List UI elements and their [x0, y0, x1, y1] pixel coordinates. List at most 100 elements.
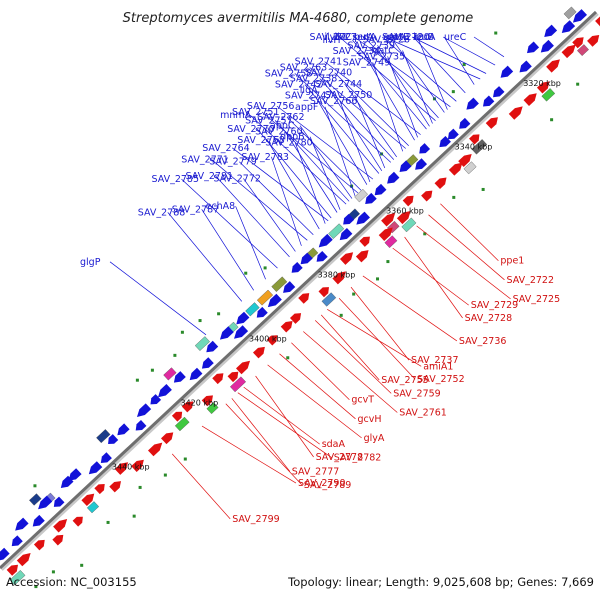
forward-gene-label: SAV_2762: [257, 112, 305, 123]
forward-gene-label-leader: [294, 142, 326, 224]
forward-gene-label: SAV_2771: [181, 154, 229, 165]
forward-gene-label: ilvC: [335, 32, 353, 43]
reverse-gene-arrow: [402, 195, 414, 207]
forward-gene-arrow: [201, 357, 214, 369]
marker-dot: [198, 319, 202, 323]
forward-gene-arrow: [68, 468, 82, 481]
marker-dot: [550, 118, 554, 122]
forward-gene-label-leader: [473, 36, 505, 58]
reverse-gene-arrow: [523, 93, 537, 107]
marker-dot: [173, 353, 177, 357]
reverse-gene-label: SAV_2729: [471, 300, 519, 311]
forward-gene-arrow: [316, 250, 328, 262]
marker-dot: [180, 330, 184, 334]
kbp-tick-label: 3400 kbp: [249, 335, 287, 344]
kbp-tick-label: 3320 kbp: [523, 79, 561, 88]
map-title: Streptomyces avermitilis MA-4680, comple…: [123, 11, 474, 26]
reverse-gene-arrow: [72, 516, 83, 527]
forward-gene-label-leader: [339, 100, 371, 183]
forward-gene-label-leader: [372, 62, 404, 152]
forward-gene-label: SAV_2780: [265, 138, 313, 149]
forward-gene-label: SAV_2750: [325, 90, 373, 101]
forward-gene-label: SAV_2785: [152, 174, 200, 185]
reverse-gene-label: SAV_2725: [513, 294, 561, 305]
forward-gene-arrow: [15, 517, 29, 531]
marker-dot: [452, 195, 456, 199]
forward-gene-arrow: [374, 183, 387, 196]
forward-gene-label: SAV_2726: [362, 34, 410, 45]
forward-gene-label: SAV_2741: [295, 57, 343, 68]
reverse-gene-arrow: [280, 321, 293, 333]
forward-gene-label-leader: [201, 209, 254, 291]
forward-gene-arrow: [234, 325, 249, 339]
reverse-gene-arrow: [572, 37, 584, 49]
forward-gene-arrow: [38, 495, 53, 510]
backbone-shadow: [0, 11, 599, 571]
forward-gene-label-leader: [354, 94, 386, 169]
marker-dot: [135, 378, 139, 382]
forward-gene-arrow: [117, 423, 130, 436]
reverse-feature-block: [321, 292, 337, 307]
forward-gene-arrow: [60, 475, 74, 488]
forward-gene-arrow: [32, 514, 45, 527]
forward-gene-label-leader: [377, 45, 430, 127]
forward-gene-label: ilvB1: [324, 32, 347, 43]
forward-gene-arrow: [459, 117, 471, 129]
forward-gene-label-leader: [235, 206, 266, 280]
forward-gene-arrow: [482, 95, 495, 107]
genome-summary-text: Topology: linear; Length: 9,025,608 bp; …: [287, 575, 594, 589]
forward-gene-label-leader: [384, 36, 481, 80]
marker-dot: [462, 63, 466, 67]
reverse-gene-arrow: [52, 534, 64, 546]
reverse-gene-label: SAV_2782: [334, 453, 382, 464]
forward-gene-arrow: [339, 227, 353, 241]
accession-text: Accession: NC_003155: [6, 575, 137, 589]
forward-gene-arrow: [267, 293, 282, 308]
reverse-gene-label-leader: [237, 392, 332, 458]
forward-feature-block: [194, 336, 210, 352]
forward-gene-arrow: [387, 171, 400, 184]
reverse-gene-arrow: [378, 227, 393, 241]
marker-dot: [51, 570, 55, 574]
reverse-gene-arrow: [201, 395, 213, 407]
reverse-gene-arrow: [587, 35, 600, 47]
backbone-line: [0, 10, 598, 570]
marker-dot: [132, 514, 136, 518]
reverse-gene-arrow: [147, 442, 163, 457]
marker-dot: [263, 266, 267, 270]
marker-dot: [481, 187, 485, 191]
marker-dot: [423, 232, 427, 236]
forward-feature-block: [354, 188, 368, 203]
forward-gene-arrow: [108, 434, 119, 444]
forward-gene-label: SAV_2720: [382, 32, 430, 43]
forward-gene-label-leader: [211, 159, 308, 241]
forward-gene-arrow: [11, 535, 23, 547]
reverse-gene-arrow: [508, 106, 523, 120]
forward-gene-label-leader: [362, 51, 415, 141]
forward-gene-arrow: [136, 403, 152, 417]
forward-gene-label: SAV_2734: [333, 46, 381, 57]
forward-gene-arrow: [527, 41, 540, 54]
marker-dot: [451, 90, 455, 94]
forward-gene-label: SAV_2747: [285, 91, 333, 102]
forward-gene-label-leader: [413, 36, 466, 94]
forward-gene-label-leader: [354, 36, 451, 108]
forward-feature-block: [256, 289, 274, 306]
forward-gene-arrow: [150, 394, 162, 405]
forward-gene-label-leader: [261, 111, 359, 194]
reverse-gene-arrow: [266, 335, 278, 346]
reverse-gene-label-leader: [350, 286, 410, 361]
reverse-gene-label-leader: [428, 214, 505, 281]
forward-gene-arrow: [300, 252, 313, 265]
forward-gene-label: ureC: [444, 32, 467, 43]
marker-dot: [386, 260, 390, 264]
reverse-gene-label: SAV_2728: [465, 313, 513, 324]
reverse-feature-block: [401, 217, 417, 233]
reverse-gene-arrow: [227, 371, 239, 383]
forward-gene-arrow: [53, 496, 65, 507]
forward-gene-label: SAV_2738: [290, 74, 338, 85]
reverse-gene-label: SAV_2790: [298, 478, 346, 489]
reverse-gene-label-leader: [225, 403, 303, 486]
